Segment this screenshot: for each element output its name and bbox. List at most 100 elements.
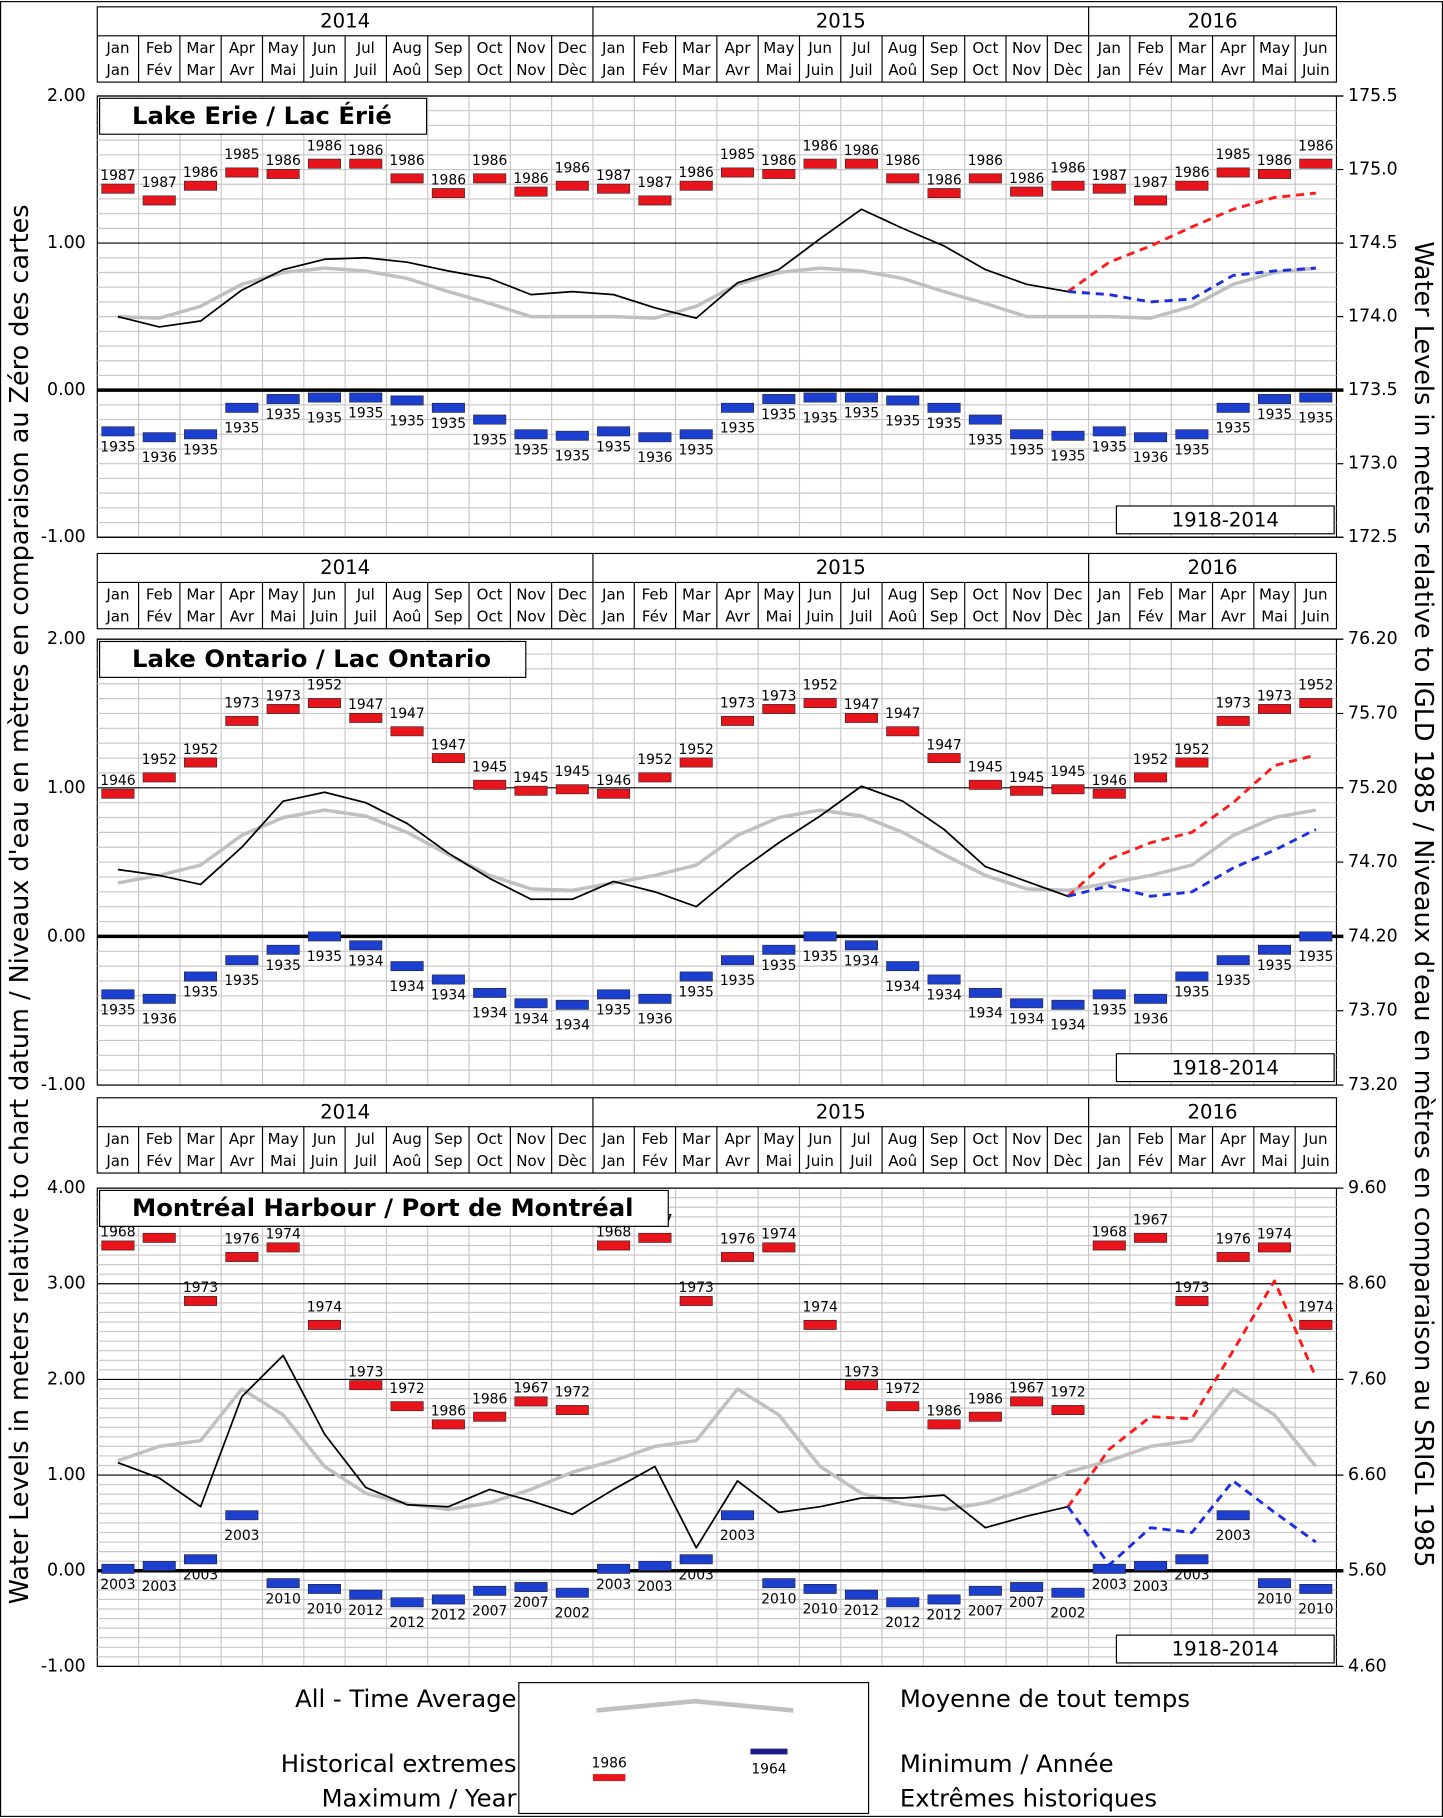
minimum-year: 2007 <box>1009 1595 1044 1611</box>
minimum-bar <box>762 394 796 404</box>
level-line <box>117 808 1317 893</box>
minimum-bar <box>555 430 589 441</box>
month-en: Mar <box>682 586 711 604</box>
maximum-year: 1974 <box>1257 1227 1292 1243</box>
minimum-bar <box>307 931 341 942</box>
minimum-year: 2003 <box>1216 1528 1251 1544</box>
y2-tick-label: 6.60 <box>1348 1465 1387 1485</box>
maximum-year: 1986 <box>1050 160 1085 176</box>
minimum-year: 1936 <box>637 450 672 466</box>
minimum-bar <box>1051 430 1085 441</box>
month-fr: Juin <box>310 61 339 79</box>
maximum-year: 1974 <box>1298 1300 1333 1316</box>
minimum-bar <box>721 1510 755 1521</box>
minimum-bar <box>638 432 672 443</box>
maximum-bar <box>1216 167 1250 178</box>
minimum-bar <box>1257 394 1291 404</box>
month-fr: Juin <box>805 1152 834 1170</box>
minimum-year: 1935 <box>1092 1003 1127 1019</box>
month-en: Apr <box>1220 1130 1247 1148</box>
maximum-bar <box>762 1242 796 1253</box>
month-fr: Mar <box>1178 1152 1207 1170</box>
maximum-year: 1945 <box>513 770 548 786</box>
month-fr: Sep <box>930 1152 958 1170</box>
month-en: Mar <box>186 1130 215 1148</box>
legend-max-bar <box>592 1774 626 1782</box>
minimum-bar <box>514 998 548 1009</box>
minimum-bar <box>473 414 507 425</box>
month-en: Jun <box>807 1130 832 1148</box>
maximum-bar <box>968 173 1002 184</box>
maximum-bar <box>1299 1319 1333 1330</box>
minimum-year: 1936 <box>1133 450 1168 466</box>
y-tick-label: 3.00 <box>47 1274 86 1294</box>
period-box <box>1115 1053 1335 1083</box>
maximum-bar <box>101 183 135 194</box>
y2-tick-label: 75.20 <box>1348 778 1398 798</box>
month-en: Nov <box>1012 39 1041 57</box>
maximum-year: 1945 <box>968 759 1003 775</box>
maximum-bar <box>638 1232 672 1243</box>
maximum-bar <box>1175 757 1209 768</box>
month-fr: Sep <box>434 61 462 79</box>
legend-text: Moyenne de tout temps <box>900 1684 1190 1713</box>
month-fr: Aoû <box>888 608 917 626</box>
month-en: Jul <box>851 586 870 604</box>
month-en: Jul <box>851 1130 870 1148</box>
minimum-bar <box>886 1597 920 1608</box>
maximum-bar <box>514 1396 548 1407</box>
minimum-year: 2012 <box>926 1608 961 1624</box>
month-fr: Mai <box>1261 61 1287 79</box>
maximum-year: 1952 <box>307 678 342 694</box>
minimum-bar <box>1092 989 1126 1000</box>
level-line <box>1066 1279 1318 1508</box>
maximum-year: 1986 <box>1009 171 1044 187</box>
month-fr: Jan <box>601 608 625 626</box>
maximum-bar <box>679 1296 713 1306</box>
maximum-year: 1987 <box>142 175 177 191</box>
maximum-year: 1986 <box>1298 138 1333 154</box>
maximum-year: 1986 <box>885 153 920 169</box>
y2-tick-label: 74.70 <box>1348 852 1398 872</box>
maximum-year: 1968 <box>1092 1225 1127 1241</box>
month-fr: Jan <box>1097 61 1121 79</box>
maximum-year: 1946 <box>100 773 135 789</box>
maximum-year: 1967 <box>513 1381 548 1397</box>
minimum-year: 1935 <box>100 440 135 456</box>
month-fr: Avr <box>1221 61 1246 79</box>
minimum-year: 2003 <box>100 1577 135 1593</box>
minimum-year: 1935 <box>307 949 342 965</box>
maximum-year: 1947 <box>844 697 879 713</box>
y-tick-label: -1.00 <box>41 527 86 547</box>
y2-tick-label: 174.5 <box>1348 233 1398 253</box>
month-en: Sep <box>930 1130 958 1148</box>
month-fr: Dèc <box>558 608 587 626</box>
legend-text: Maximum / Year <box>322 1784 517 1813</box>
month-fr: Fév <box>642 608 668 626</box>
month-en: Jan <box>105 1130 129 1148</box>
maximum-year: 1967 <box>1009 1381 1044 1397</box>
maximum-year: 1986 <box>389 153 424 169</box>
maximum-bar <box>1257 169 1291 179</box>
maximum-bar <box>184 757 218 768</box>
maximum-bar <box>390 726 424 737</box>
minimum-year: 1935 <box>1009 443 1044 459</box>
minimum-year: 1935 <box>555 449 590 465</box>
minimum-bar <box>142 1561 176 1571</box>
maximum-year: 1986 <box>472 153 507 169</box>
month-fr: Fév <box>146 1152 172 1170</box>
minimum-year: 1935 <box>679 985 714 1001</box>
month-en: Dec <box>1053 39 1082 57</box>
month-en: Dec <box>558 1130 587 1148</box>
maximum-bar <box>1051 784 1085 795</box>
maximum-bar <box>886 726 920 737</box>
maximum-bar <box>721 1252 755 1262</box>
minimum-bar <box>514 429 548 440</box>
month-fr: Fév <box>146 608 172 626</box>
minimum-year: 2002 <box>555 1606 590 1622</box>
maximum-bar <box>762 169 796 179</box>
maximum-year: 1952 <box>802 678 837 694</box>
minimum-bar <box>597 426 631 437</box>
month-fr: Juil <box>849 61 872 79</box>
minimum-year: 1935 <box>679 443 714 459</box>
